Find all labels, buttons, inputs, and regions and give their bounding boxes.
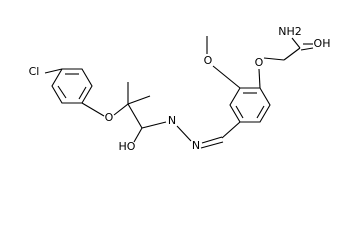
atom-label: N [168, 114, 176, 127]
atom-label: Cl [29, 65, 40, 78]
atom-label: O [204, 54, 213, 67]
bonds [44, 36, 314, 149]
atom-label: O [105, 111, 114, 124]
structure: Cl O HO N N O O NH2 OH [29, 25, 331, 153]
atom-label: NH2 [278, 25, 302, 38]
atom-label: OH [314, 37, 331, 50]
atom-label: O [255, 56, 264, 69]
atom-label: N [192, 139, 200, 152]
atom-label: HO [119, 140, 136, 153]
